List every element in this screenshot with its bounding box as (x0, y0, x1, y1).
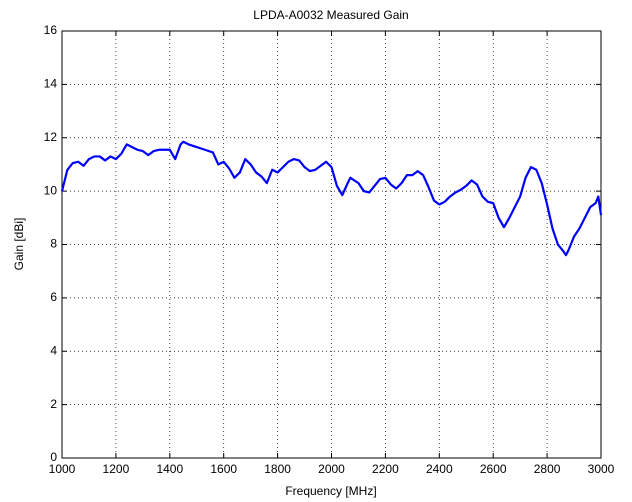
x-tick-label: 1600 (210, 462, 237, 476)
x-tick-label: 3000 (588, 462, 615, 476)
x-tick-label: 2800 (534, 462, 561, 476)
plot-frame (61, 30, 602, 459)
data-line (60, 140, 603, 257)
y-tick-label: 6 (50, 290, 57, 304)
x-axis-label: Frequency [MHz] (285, 484, 376, 498)
y-tick-label: 8 (50, 237, 57, 251)
y-axis-label: Gain [dBi] (12, 218, 26, 271)
y-tick-label: 16 (44, 23, 58, 37)
y-tick-label: 0 (50, 450, 57, 464)
y-tick-label: 12 (44, 130, 58, 144)
y-tick-label: 4 (50, 343, 57, 357)
y-tick-label: 14 (44, 77, 58, 91)
x-tick-label: 1800 (264, 462, 291, 476)
x-tick-label: 1000 (49, 462, 76, 476)
y-tick-label: 2 (50, 397, 57, 411)
x-tick-label: 2200 (372, 462, 399, 476)
x-tick-label: 2000 (318, 462, 345, 476)
x-tick-label: 2600 (480, 462, 507, 476)
x-tick-label: 1400 (156, 462, 183, 476)
x-tick-label: 2400 (426, 462, 453, 476)
y-tick-label: 10 (44, 183, 58, 197)
x-tick-label: 1200 (103, 462, 130, 476)
chart-title: LPDA-A0032 Measured Gain (253, 8, 408, 22)
